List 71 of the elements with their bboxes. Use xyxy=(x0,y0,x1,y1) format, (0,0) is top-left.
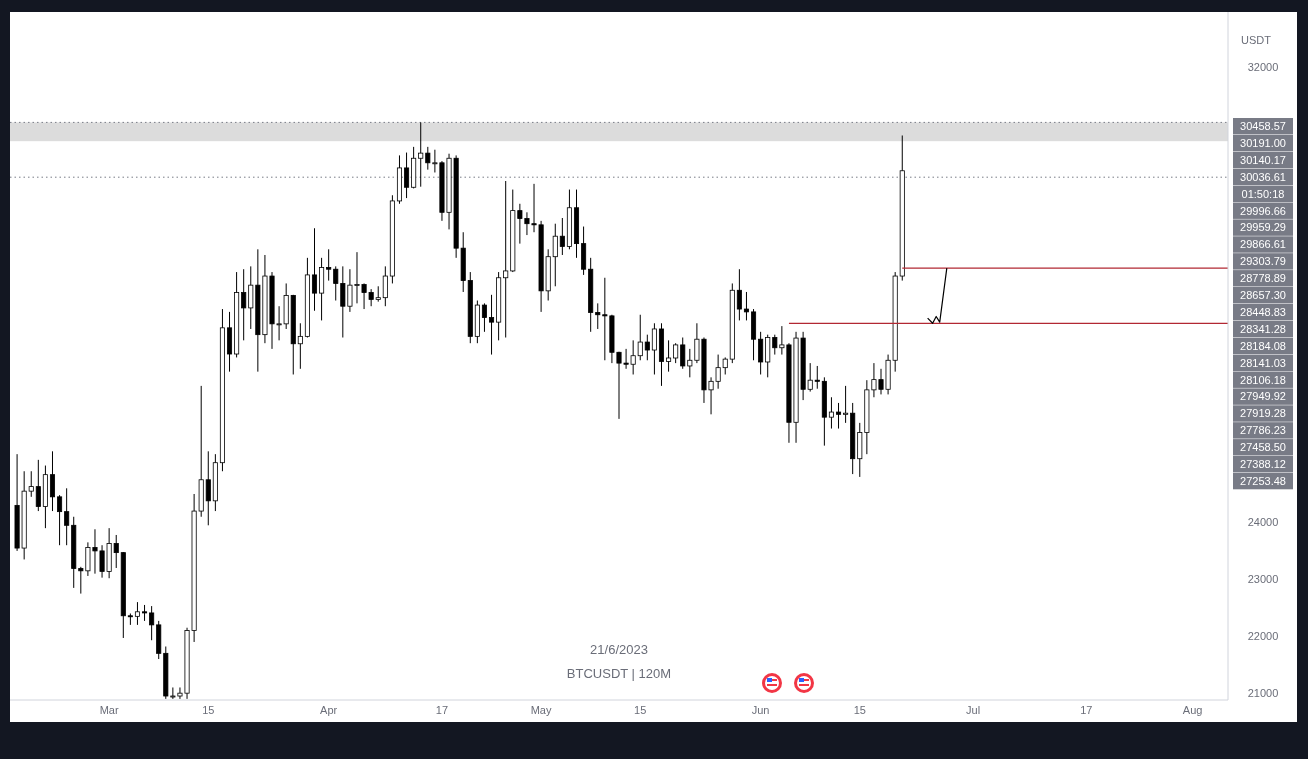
text: 27253.48 xyxy=(1240,474,1286,487)
x-tick-label: Jun xyxy=(751,704,770,716)
candlestick xyxy=(382,265,388,307)
candlestick xyxy=(736,268,742,321)
candlestick xyxy=(205,450,211,526)
candlestick xyxy=(311,227,318,312)
candlestick xyxy=(673,342,679,364)
x-tick-label: May xyxy=(530,704,552,716)
candlestick xyxy=(404,152,410,199)
x-tick-label: 15 xyxy=(853,704,866,716)
text: 28657.30 xyxy=(1240,289,1286,301)
candlestick xyxy=(64,487,70,546)
x-tick-label: Aug xyxy=(1182,704,1203,716)
text: 29959.29 xyxy=(1240,221,1286,234)
y-tick-label: 21000 xyxy=(1247,687,1279,700)
candlestick xyxy=(743,291,749,321)
candlestick xyxy=(559,217,565,256)
text: 28106.18 xyxy=(1240,373,1286,386)
x-tick-label: Mar xyxy=(99,704,119,716)
y-tick-label: 22000 xyxy=(1247,630,1279,643)
y-axis-title: USDT xyxy=(1241,34,1272,46)
text: 30036.61 xyxy=(1240,170,1286,183)
text: 27919.28 xyxy=(1240,407,1286,420)
candlestick xyxy=(149,605,155,641)
x-tick-label: 15 xyxy=(634,704,647,716)
annotation: BTCUSDT | 120M xyxy=(566,666,672,681)
y-tick-label: 23000 xyxy=(1247,573,1279,586)
x-tick-label: 17 xyxy=(435,704,449,716)
y-tick-label: 32000 xyxy=(1247,61,1279,74)
line-series xyxy=(927,267,948,324)
candlestick xyxy=(828,396,834,430)
candlestick xyxy=(758,331,764,375)
annotation: 21/6/2023 xyxy=(590,642,648,657)
candlestick xyxy=(489,294,495,356)
candlestick xyxy=(134,601,140,626)
candlestick xyxy=(843,385,849,424)
candlestick xyxy=(814,365,820,390)
candlestick xyxy=(35,459,41,512)
candlestick xyxy=(241,268,247,341)
candlestick xyxy=(481,302,487,333)
candlestick xyxy=(503,180,509,339)
text: 29866.61 xyxy=(1240,238,1286,251)
text: 30191.00 xyxy=(1240,136,1286,149)
text: 28141.03 xyxy=(1240,356,1286,369)
text: 29996.66 xyxy=(1240,204,1286,217)
x-tick-label: 15 xyxy=(202,704,215,716)
candlestick xyxy=(57,494,63,546)
candlestick xyxy=(666,339,672,373)
candlestick xyxy=(651,322,657,375)
candlestick xyxy=(326,248,332,282)
text: 28778.89 xyxy=(1240,272,1286,285)
text: 01:50:18 xyxy=(1241,187,1285,200)
x-tick-label: Apr xyxy=(320,704,338,716)
x-tick-label: Jul xyxy=(966,704,981,716)
candlestick xyxy=(836,402,842,430)
y-tick-label: 24000 xyxy=(1247,516,1279,529)
candlestick xyxy=(49,450,56,512)
text: 28448.83 xyxy=(1240,305,1286,318)
text: 30140.17 xyxy=(1240,153,1286,166)
text: 27786.23 xyxy=(1240,424,1286,437)
text: 28341.28 xyxy=(1240,322,1286,335)
text: 27949.92 xyxy=(1240,390,1286,403)
text: 28184.08 xyxy=(1240,339,1286,352)
text: 29303.79 xyxy=(1240,255,1286,268)
text: 27458.50 xyxy=(1240,441,1286,454)
candlestick xyxy=(418,121,424,188)
text: 27388.12 xyxy=(1240,458,1286,470)
x-tick-label: 17 xyxy=(1080,704,1093,716)
text: 30458.57 xyxy=(1240,120,1286,132)
candlestick xyxy=(644,334,650,361)
candlestick xyxy=(297,322,303,370)
